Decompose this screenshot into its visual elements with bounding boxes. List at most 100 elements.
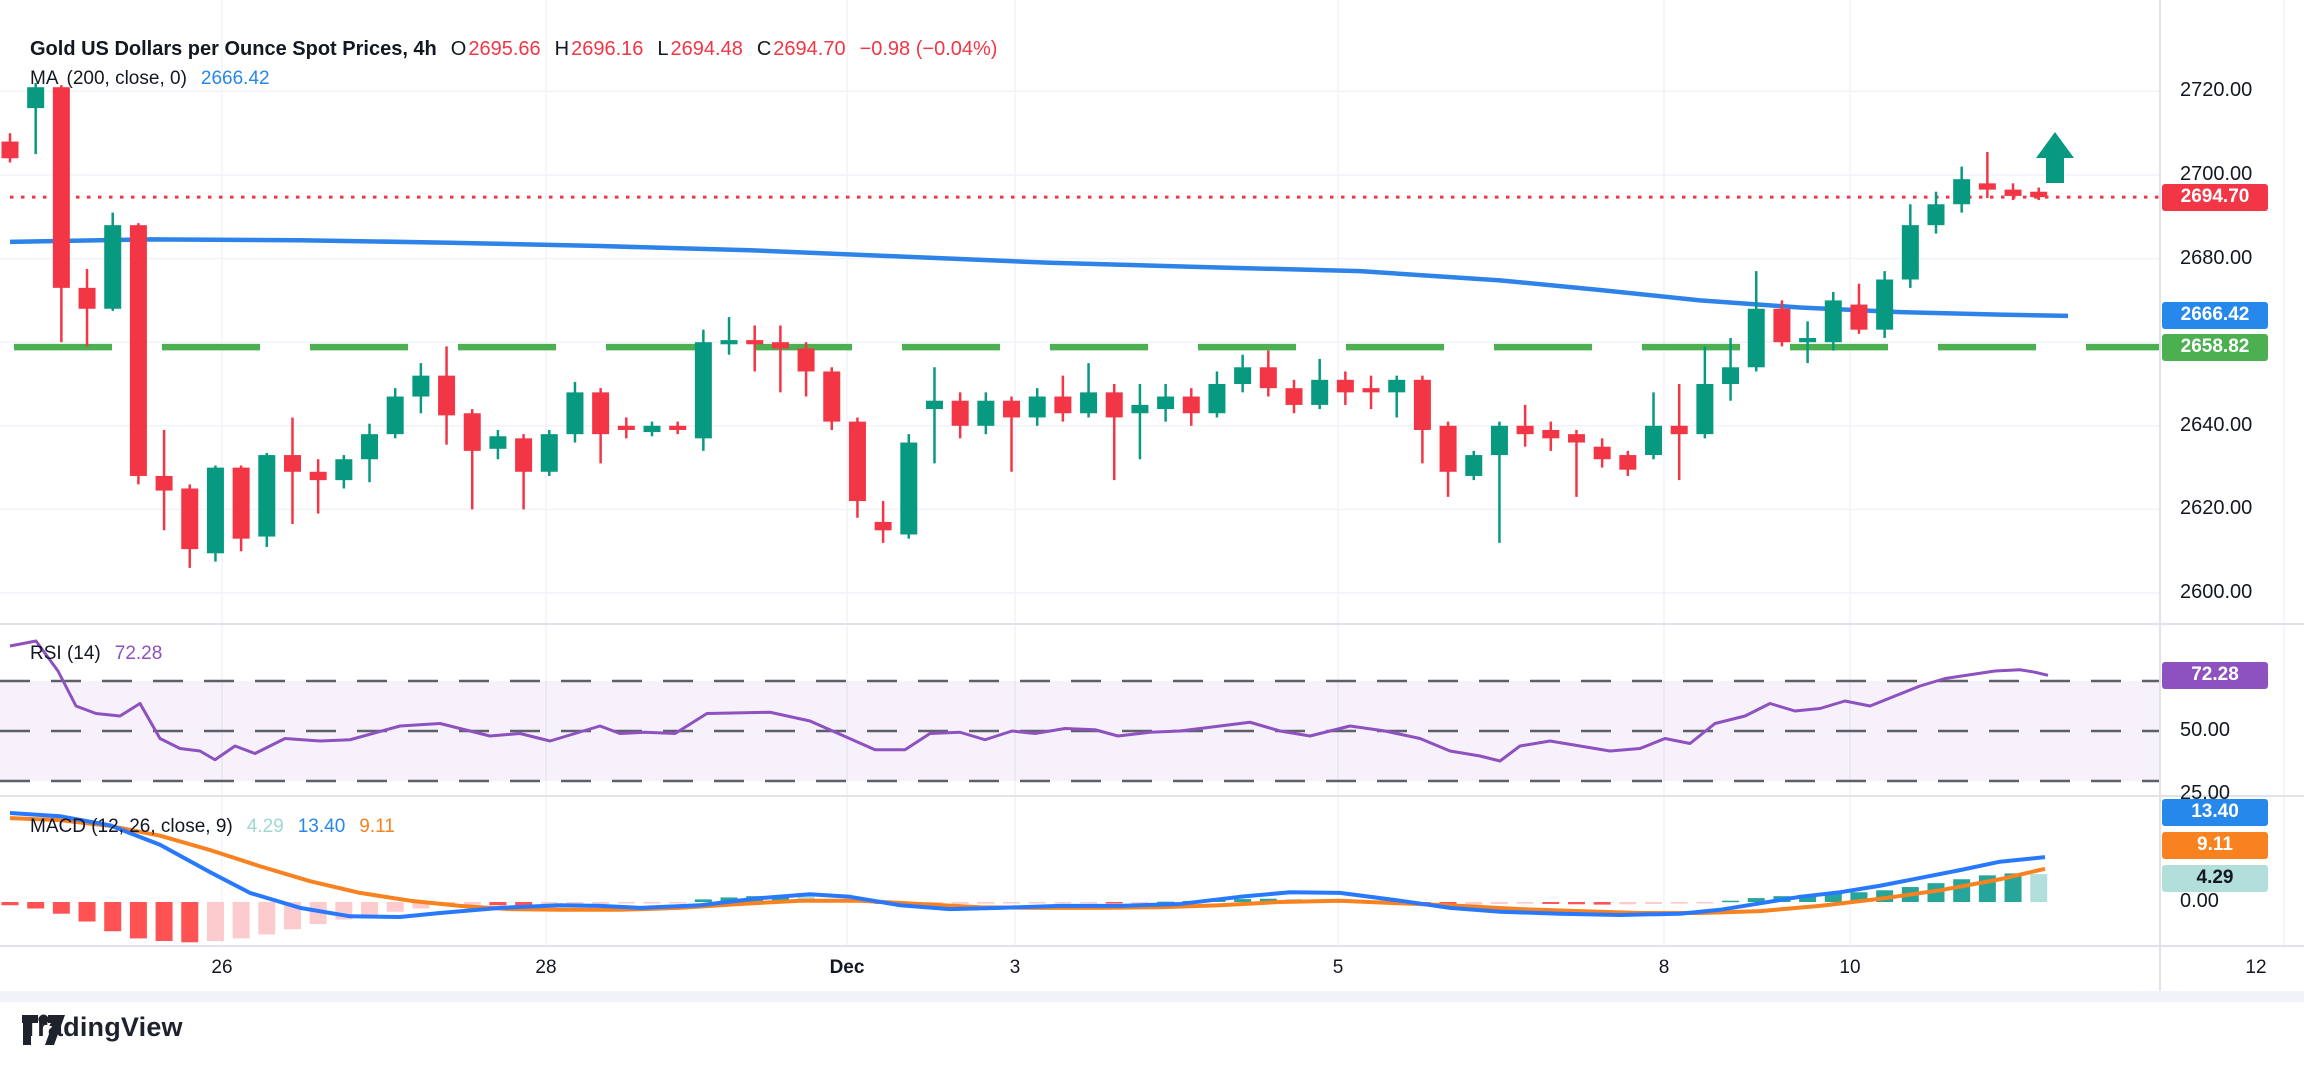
candle-body — [1080, 392, 1098, 414]
macd-histogram-bar — [258, 902, 276, 935]
time-tick-Dec: Dec — [829, 957, 865, 978]
candle-body — [1645, 425, 1663, 456]
candle-body — [438, 375, 456, 416]
rsi-tick: 50.00 — [2180, 719, 2231, 741]
candle-body — [1773, 308, 1791, 343]
macd-histogram-bar — [951, 902, 969, 904]
time-tick-3: 3 — [1009, 957, 1021, 978]
macd-tick: 0.00 — [2180, 890, 2219, 912]
price-tick: 2720.00 — [2180, 79, 2253, 102]
macd-histogram-bar — [1696, 902, 1714, 904]
candle-body — [1157, 396, 1175, 410]
macd-histogram-bar — [1824, 893, 1842, 902]
candle-body — [874, 521, 892, 531]
tradingview-logo[interactable]: TradingView — [22, 1012, 183, 1045]
candle-body — [1696, 384, 1714, 435]
macd-histogram-bar — [129, 902, 147, 939]
candle-body — [361, 434, 379, 460]
macd-histogram-bar — [1516, 902, 1534, 904]
macd-histogram-bar — [206, 902, 224, 941]
candle-body — [104, 225, 122, 309]
macd-histogram-bar — [1799, 894, 1817, 902]
macd-histogram-bar — [361, 902, 379, 916]
candle-body — [643, 425, 661, 433]
candle-body — [27, 87, 45, 109]
candle-body — [900, 442, 918, 535]
candle-body — [1413, 379, 1431, 430]
time-tick-8: 8 — [1658, 957, 1670, 978]
candle-body — [694, 342, 712, 439]
macd-histogram-bar — [1747, 898, 1765, 902]
candle-body — [720, 340, 738, 345]
candle-body — [1824, 300, 1842, 343]
ma-params: (200, close, 0) — [66, 68, 187, 89]
candle-body — [1311, 379, 1329, 405]
candle-body — [1336, 379, 1354, 393]
macd-histogram-bar — [1131, 902, 1149, 904]
candle-body — [1105, 392, 1123, 418]
candle-body — [848, 421, 866, 502]
macd-histogram-bar — [643, 902, 661, 904]
symbol-legend[interactable]: Gold US Dollars per Ounce Spot Prices, 4… — [30, 38, 997, 61]
time-tick-26: 26 — [211, 957, 233, 978]
candle-body — [1439, 425, 1457, 472]
macd-histogram-bar — [2004, 873, 2022, 902]
candle-body — [925, 400, 943, 410]
price-tick: 2640.00 — [2180, 413, 2253, 436]
macd-histogram-bar — [1105, 902, 1123, 904]
macd-histogram-bar — [669, 902, 687, 904]
macd-histogram-bar — [566, 902, 584, 905]
macd-histogram-bar — [1953, 879, 1971, 902]
candle-body — [2030, 191, 2048, 198]
candle-body — [1670, 425, 1688, 435]
candle-body — [1722, 367, 1740, 384]
macd-hist-value: 4.29 — [246, 816, 284, 837]
macd-histogram-bar — [1542, 902, 1560, 904]
macd-histogram-bar — [720, 897, 738, 902]
candle-body — [129, 225, 147, 476]
macd-histogram-bar — [1490, 902, 1508, 904]
price-badge-2666.42: 2666.42 — [2162, 301, 2268, 329]
candle-body — [1953, 179, 1971, 205]
macd-histogram-bar — [386, 902, 404, 912]
macd-histogram-bar — [412, 902, 430, 909]
macd-signal-value: 9.11 — [359, 816, 395, 837]
ma-line — [9, 237, 2069, 319]
candle-body — [1978, 183, 1996, 190]
rsi-tick: 25.00 — [2180, 781, 2231, 804]
macd-histogram-bar — [78, 902, 96, 922]
change-value: −0.98 (−0.04%) — [859, 38, 998, 60]
macd-name: MACD (12, 26, close, 9) — [30, 816, 233, 837]
price-badge-2658.82: 2658.82 — [2162, 333, 2268, 361]
macd-histogram-bar — [104, 902, 122, 932]
candle-body — [283, 455, 301, 472]
candle-body — [181, 488, 199, 550]
macd-legend[interactable]: MACD (12, 26, close, 9) 4.29 13.40 9.11 — [30, 816, 395, 838]
candle-body — [412, 375, 430, 397]
time-tick-28: 28 — [535, 957, 557, 978]
macd-histogram-bar — [1645, 902, 1663, 904]
ma-legend[interactable]: MA (200, close, 0) 2666.42 — [30, 68, 270, 90]
macd-histogram-bar — [977, 902, 995, 904]
time-tick-12: 12 — [2245, 957, 2267, 978]
candle-body — [592, 392, 610, 435]
macd-histogram-bar — [52, 902, 70, 914]
candle-body — [771, 342, 789, 349]
candle-body — [746, 340, 764, 345]
candle-body — [1208, 384, 1226, 414]
candle-body — [1028, 396, 1046, 418]
rsi-legend[interactable]: RSI (14) 72.28 — [30, 643, 162, 665]
time-tick-10: 10 — [1839, 957, 1861, 978]
price-tick: 2680.00 — [2180, 246, 2253, 269]
macd-line — [9, 810, 2046, 919]
ohlc-open: O 2695.66 — [450, 38, 541, 60]
macd-line-value: 13.40 — [297, 816, 346, 837]
candle-body — [977, 400, 995, 426]
macd-histogram-bar — [463, 902, 481, 905]
price-badge-13.40: 13.40 — [2162, 798, 2268, 826]
price-tick: 2700.00 — [2180, 163, 2253, 185]
candle-body — [1182, 396, 1200, 414]
candle-body — [386, 396, 404, 435]
candle-body — [1131, 404, 1149, 414]
